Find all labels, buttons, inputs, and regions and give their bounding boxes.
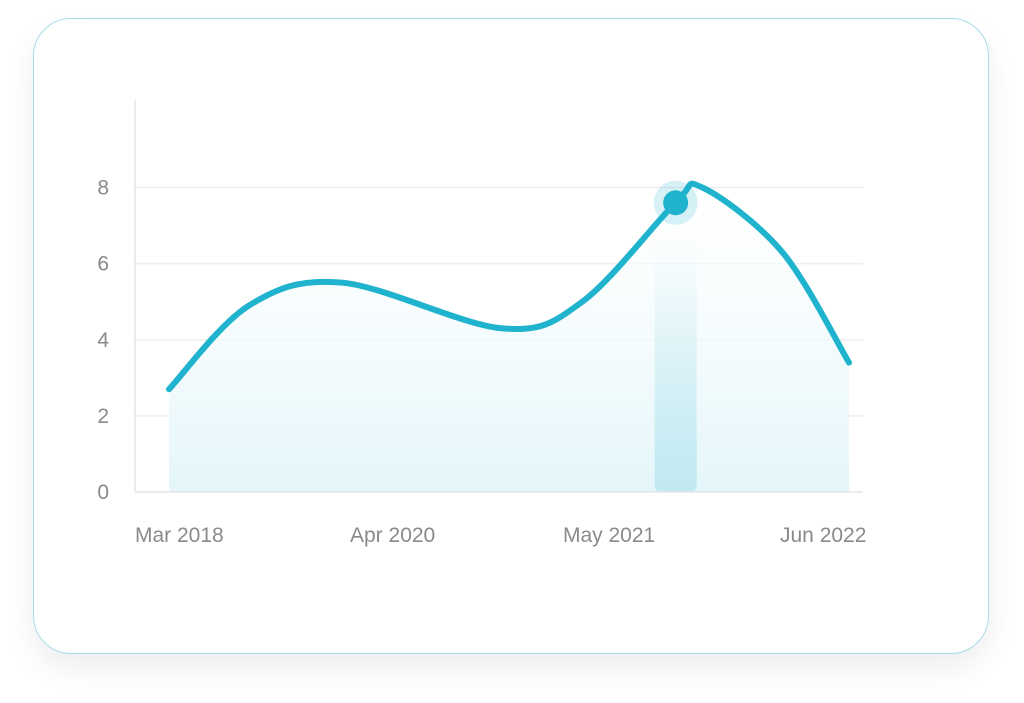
highlight-bar [654, 242, 697, 492]
series-line [166, 180, 852, 393]
highlight-point [663, 190, 689, 216]
area-layer [169, 183, 849, 492]
y-tick-label: 8 [97, 177, 109, 200]
y-tick-label: 6 [97, 253, 109, 276]
x-tick-label: Mar 2018 [135, 524, 224, 547]
x-tick-label: Jun 2022 [780, 524, 866, 547]
y-tick-label: 4 [97, 329, 109, 352]
axis-layer [134, 100, 863, 493]
series-area [169, 183, 849, 492]
line-layer [166, 180, 852, 393]
y-tick-label: 2 [97, 405, 109, 428]
label-layer: 0 2 4 6 8 Mar 2018 Apr 2020 May 2021 Jun 2022 [97, 177, 866, 547]
highlight-layer [654, 242, 697, 492]
x-tick-label: Apr 2020 [350, 524, 435, 547]
y-tick-label: 0 [97, 481, 109, 504]
x-tick-label: May 2021 [563, 524, 655, 547]
